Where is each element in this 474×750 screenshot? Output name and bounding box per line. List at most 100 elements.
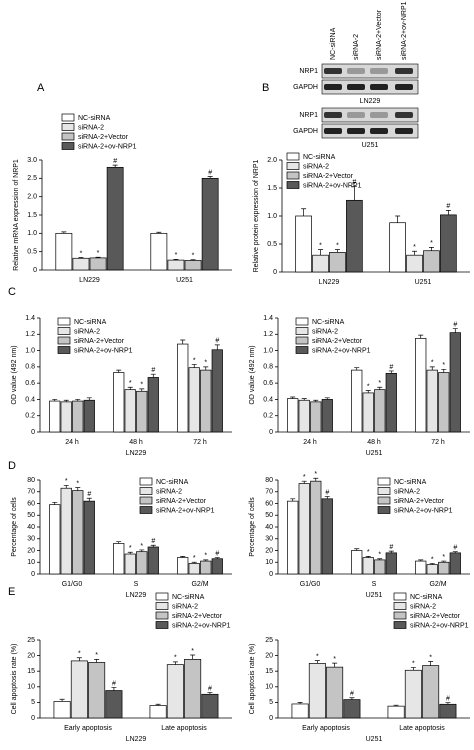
y-tick-label: 5 <box>269 699 273 706</box>
y-tick-label: 80 <box>27 477 35 484</box>
panel-label: E <box>8 586 15 598</box>
bar <box>385 373 397 433</box>
bar <box>201 693 219 719</box>
legend-swatch <box>377 477 391 486</box>
bar <box>124 553 136 575</box>
bar <box>426 564 438 575</box>
bar <box>177 557 189 575</box>
significance-mark: # <box>87 491 91 498</box>
y-tick-label: 1.0 <box>263 347 273 354</box>
bar <box>201 177 219 271</box>
legend-swatch <box>139 506 153 514</box>
bar <box>362 392 374 433</box>
significance-mark: # <box>208 685 212 692</box>
error-bar <box>418 334 424 339</box>
bar <box>326 666 344 719</box>
bar <box>147 546 159 575</box>
bar <box>310 401 322 433</box>
y-tick-label: 5 <box>31 699 35 706</box>
error-bar <box>334 249 340 253</box>
significance-mark: * <box>204 360 207 367</box>
significance-mark: # <box>350 691 354 698</box>
x-axis-label: LN229 <box>126 592 147 599</box>
legend-label: siRNA-2 <box>78 124 104 131</box>
significance-mark: * <box>333 656 336 663</box>
y-tick-label: 10 <box>265 684 273 691</box>
x-axis-label: U251 <box>366 736 383 743</box>
bar <box>351 369 363 433</box>
blot-band <box>370 84 388 90</box>
error-bar <box>76 657 82 661</box>
error-bar <box>365 390 371 393</box>
significance-mark: # <box>352 179 356 186</box>
significance-mark: * <box>378 380 381 387</box>
significance-mark: * <box>336 242 339 249</box>
blot-band <box>324 84 342 90</box>
error-bar <box>139 388 145 392</box>
bar <box>438 372 450 433</box>
y-tick-label: 2.0 <box>267 157 277 164</box>
y-tick-label: 10 <box>27 684 35 691</box>
x-tick-label: G2/M <box>191 581 208 588</box>
bar <box>374 389 386 433</box>
legend-label: siRNA-2+Vector <box>312 338 363 345</box>
y-tick-label: 0.4 <box>25 396 35 403</box>
x-tick-label: 72 h <box>431 439 445 446</box>
significance-mark: * <box>129 380 132 387</box>
error-bar <box>388 370 394 374</box>
significance-mark: # <box>151 367 155 374</box>
error-bar <box>191 364 197 368</box>
y-tick-label: 1.4 <box>263 315 273 322</box>
bar <box>346 199 363 273</box>
error-bar <box>354 367 360 371</box>
legend-label: NC-siRNA <box>303 154 336 161</box>
bar <box>53 701 71 719</box>
bar <box>49 400 61 433</box>
y-tick-label: 20 <box>265 652 273 659</box>
legend-swatch <box>155 592 169 601</box>
x-axis-label: U251 <box>366 592 383 599</box>
bar <box>389 222 406 273</box>
significance-mark: * <box>97 250 100 257</box>
error-bar <box>445 210 451 215</box>
blot-band <box>395 112 413 118</box>
x-axis-label: LN229 <box>126 450 147 457</box>
legend-label: NC-siRNA <box>394 479 427 486</box>
significance-mark: * <box>191 648 194 655</box>
bar <box>287 398 299 433</box>
legend-swatch <box>286 152 300 161</box>
bar <box>124 389 136 433</box>
panel-label: C <box>8 286 16 298</box>
significance-mark: * <box>431 556 434 563</box>
y-tick-label: 0 <box>31 715 35 722</box>
y-tick-label: 0 <box>273 269 277 276</box>
significance-mark: # <box>208 169 212 176</box>
significance-mark: * <box>76 480 79 487</box>
y-tick-label: 40 <box>265 524 273 531</box>
panel-label: A <box>37 82 45 94</box>
significance-mark: # <box>215 550 219 557</box>
error-bar <box>180 339 186 345</box>
legend-swatch <box>393 592 407 601</box>
error-bar <box>324 496 330 499</box>
blot-band <box>395 128 413 134</box>
bar <box>298 399 310 433</box>
error-bar <box>214 344 220 350</box>
legend-swatch <box>155 602 169 610</box>
lane-label: siRNA-2+ov-NRP1 <box>401 1 408 60</box>
bar <box>440 214 457 273</box>
bar <box>60 401 72 433</box>
row-label: NRP1 <box>299 112 318 119</box>
significance-mark: * <box>316 653 319 660</box>
bar <box>211 349 223 433</box>
y-tick-label: 1.0 <box>267 213 277 220</box>
significance-mark: * <box>303 474 306 481</box>
significance-mark: * <box>65 478 68 485</box>
y-axis-label: Percentage of cells <box>11 497 18 557</box>
bar <box>374 559 386 575</box>
bar <box>449 332 461 433</box>
error-bar <box>86 497 92 502</box>
error-bar <box>112 164 118 168</box>
significance-mark: * <box>442 554 445 561</box>
significance-mark: * <box>431 360 434 367</box>
